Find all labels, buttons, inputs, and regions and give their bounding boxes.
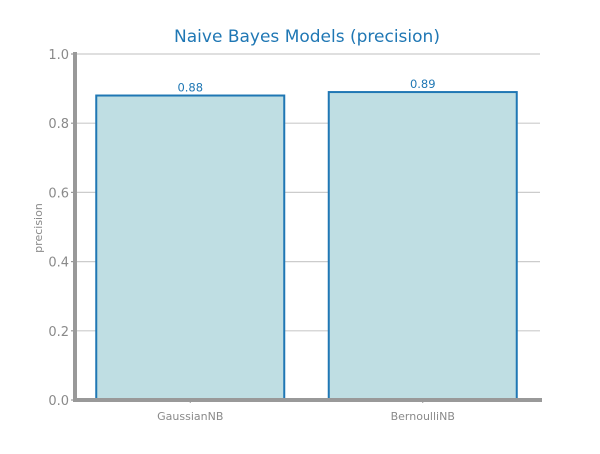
axes <box>71 52 542 403</box>
y-tick-label: 0.8 <box>48 117 69 132</box>
y-tick-label: 0.2 <box>48 325 69 340</box>
bar-value-label: 0.89 <box>410 77 436 91</box>
bar-value-label: 0.88 <box>177 81 203 95</box>
x-tick-label: BernoulliNB <box>391 410 455 423</box>
y-tick-label: 0.6 <box>48 186 69 201</box>
y-axis-label: precision <box>32 203 45 253</box>
y-tick-label: 1.0 <box>48 48 69 63</box>
bars <box>95 91 518 402</box>
chart-title: Naive Bayes Models (precision) <box>174 27 440 47</box>
x-tick-label: GaussianNB <box>157 410 223 423</box>
bar-gaussiannb <box>95 94 286 402</box>
y-tick-label: 0.4 <box>48 256 69 271</box>
y-tick-label: 0.0 <box>48 394 69 409</box>
bar-bernoullinb <box>327 91 518 401</box>
labels: 0.0 0.2 0.4 0.6 0.8 1.0 0.88 GaussianNB 0.89 Bern… <box>48 48 455 423</box>
